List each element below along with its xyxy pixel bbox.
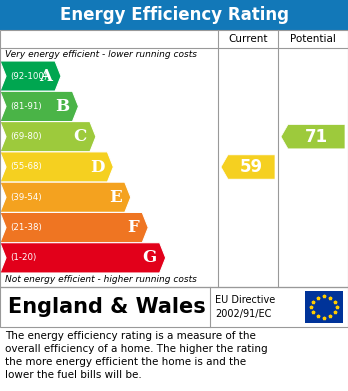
Text: lower the fuel bills will be.: lower the fuel bills will be. [5, 370, 142, 380]
Text: (69-80): (69-80) [10, 132, 42, 141]
Text: (92-100): (92-100) [10, 72, 47, 81]
Text: (55-68): (55-68) [10, 163, 42, 172]
Polygon shape [0, 182, 131, 212]
Text: Not energy efficient - higher running costs: Not energy efficient - higher running co… [5, 276, 197, 285]
Text: The energy efficiency rating is a measure of the: The energy efficiency rating is a measur… [5, 331, 256, 341]
Text: Potential: Potential [290, 34, 336, 44]
Text: (39-54): (39-54) [10, 193, 42, 202]
Text: B: B [55, 98, 70, 115]
Text: overall efficiency of a home. The higher the rating: overall efficiency of a home. The higher… [5, 344, 268, 354]
Polygon shape [281, 125, 345, 149]
Bar [0, 0, 348, 30]
Text: EU Directive: EU Directive [215, 295, 275, 305]
Text: Very energy efficient - lower running costs: Very energy efficient - lower running co… [5, 50, 197, 59]
Polygon shape [0, 243, 166, 273]
Text: C: C [74, 128, 87, 145]
Text: 71: 71 [305, 128, 328, 146]
Text: 2002/91/EC: 2002/91/EC [215, 309, 271, 319]
Text: (1-20): (1-20) [10, 253, 36, 262]
Text: G: G [142, 249, 157, 266]
Bar [0, 287, 348, 327]
Text: (81-91): (81-91) [10, 102, 42, 111]
Text: F: F [127, 219, 139, 236]
Text: the more energy efficient the home is and the: the more energy efficient the home is an… [5, 357, 246, 367]
Text: Energy Efficiency Rating: Energy Efficiency Rating [60, 6, 288, 24]
Bar [305, 291, 343, 323]
Text: (21-38): (21-38) [10, 223, 42, 232]
Text: D: D [90, 158, 104, 176]
Text: 59: 59 [240, 158, 263, 176]
Polygon shape [0, 152, 113, 182]
Text: E: E [109, 189, 122, 206]
Text: A: A [39, 68, 52, 84]
Polygon shape [0, 61, 61, 91]
Polygon shape [221, 155, 275, 179]
Text: Current: Current [228, 34, 268, 44]
Polygon shape [0, 91, 79, 122]
Bar [0, 30, 348, 287]
Polygon shape [0, 212, 148, 243]
Polygon shape [0, 122, 96, 152]
Text: England & Wales: England & Wales [8, 297, 206, 317]
